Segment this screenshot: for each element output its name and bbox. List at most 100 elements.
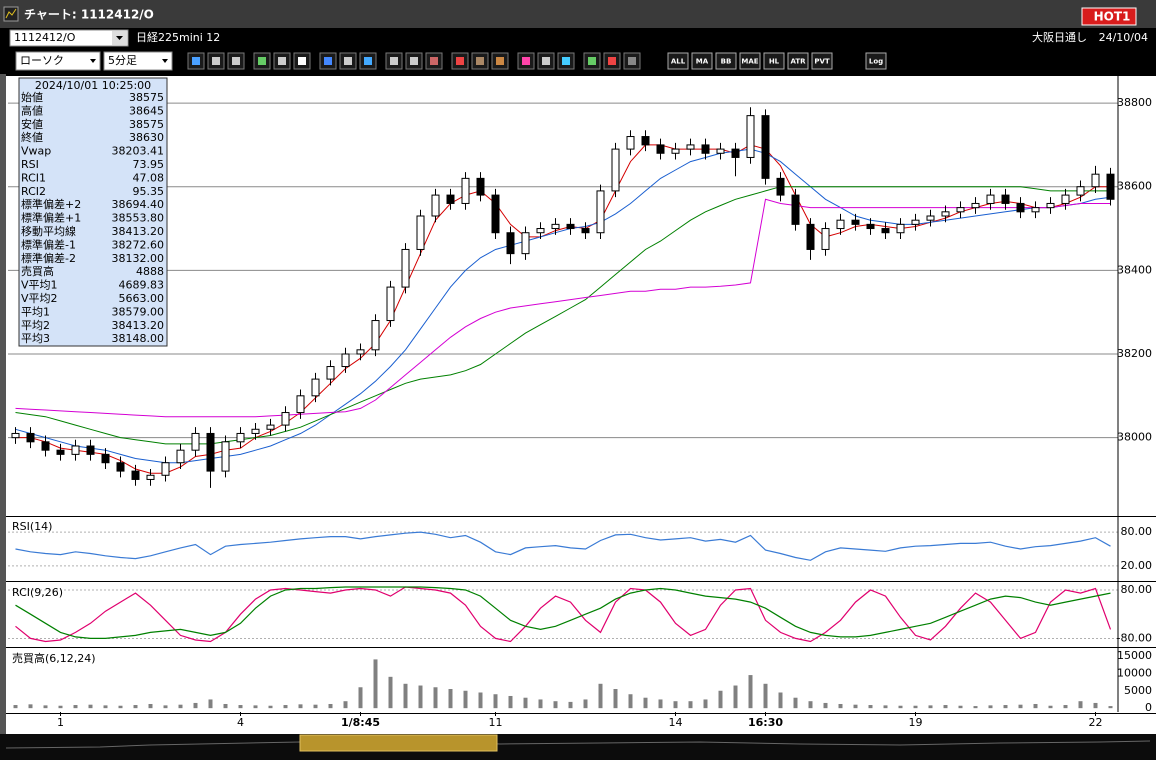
volume-bar — [838, 703, 843, 709]
candle-body — [896, 223, 905, 234]
volume-bar — [1078, 701, 1083, 709]
toolbar — [0, 48, 1156, 74]
candle-body — [431, 194, 440, 217]
volume-bar — [208, 699, 213, 709]
volume-bar — [298, 704, 303, 709]
scroll-thumb[interactable] — [299, 734, 498, 752]
candle-body — [716, 148, 725, 154]
chart-type-combo[interactable] — [15, 51, 101, 71]
toolbar-icon-glyph — [344, 57, 352, 65]
volume-bar — [223, 703, 228, 709]
toolbar-icon-glyph — [522, 57, 530, 65]
volume-bar — [43, 705, 48, 709]
candle-body — [326, 366, 335, 380]
candle-body — [26, 432, 35, 443]
volume-bar — [238, 705, 243, 709]
toolbar-button[interactable] — [763, 52, 785, 70]
volume-bar — [868, 705, 873, 709]
interval-combo[interactable] — [103, 51, 173, 71]
indicator-line — [15, 586, 1111, 639]
info-label: 高値 — [21, 103, 43, 117]
candle-body — [731, 148, 740, 158]
volume-bar — [268, 705, 273, 709]
volume-bar — [628, 694, 633, 709]
info-label: V平均1 — [21, 279, 58, 292]
symbol-bar — [0, 28, 1156, 48]
candle-body — [101, 453, 110, 464]
candle-body — [86, 445, 95, 455]
toolbar-icon-glyph — [542, 57, 550, 65]
volume-bar — [808, 701, 813, 709]
volume-bar — [643, 697, 648, 709]
info-value: 38630 — [129, 131, 164, 144]
toolbar-icon-glyph — [298, 57, 306, 65]
candle-body — [191, 432, 200, 451]
hot-label[interactable]: HOT1 — [1094, 10, 1131, 24]
volume-bar — [178, 704, 183, 709]
combo-arrow-icon — [162, 59, 168, 63]
candle-body — [251, 428, 260, 434]
toolbar-button-label[interactable]: BB — [721, 58, 732, 66]
toolbar-button[interactable] — [811, 52, 833, 70]
volume-bar — [193, 702, 198, 709]
info-label: RSI — [21, 158, 39, 171]
candle-body — [581, 228, 590, 234]
info-label: 標準偏差+2 — [21, 197, 81, 211]
y-tick-label: 5000 — [1124, 684, 1152, 697]
hot-button[interactable] — [1081, 7, 1137, 26]
toolbar-button-label[interactable]: HL — [769, 58, 780, 66]
toolbar-button[interactable] — [787, 52, 809, 70]
symbol-combo[interactable] — [9, 29, 129, 47]
panel-title: RCI(9,26) — [12, 586, 63, 599]
volume-bar — [118, 705, 123, 709]
scroll-area — [0, 734, 1156, 760]
info-label: 標準偏差-1 — [21, 237, 76, 251]
x-tick-label: 1/8:45 — [341, 716, 380, 729]
info-value: 5663.00 — [119, 292, 165, 305]
y-tick-label: 38800 — [1117, 96, 1152, 109]
toolbar-button-label[interactable]: ALL — [671, 58, 686, 66]
info-label: 安値 — [21, 117, 43, 131]
ma-line — [15, 198, 1111, 418]
candle-body — [1061, 194, 1070, 204]
toolbar-button-label[interactable]: PVT — [814, 58, 830, 66]
volume-bar — [958, 705, 963, 709]
candle-body — [371, 320, 380, 351]
volume-bar — [538, 699, 543, 709]
y-tick-label: 15000 — [1117, 649, 1152, 662]
symbol-text[interactable]: 1112412/O — [14, 31, 76, 44]
x-tick-label: 11 — [489, 716, 503, 729]
market: 大阪日通し — [1032, 30, 1087, 44]
toolbar-button[interactable] — [739, 52, 761, 70]
candle-body — [206, 432, 215, 472]
toolbar-button-label[interactable]: MAE — [741, 58, 758, 66]
toolbar-button-label[interactable]: MA — [696, 58, 709, 66]
volume-bar — [1003, 705, 1008, 709]
ma-line — [15, 148, 1111, 464]
toolbar-button-label[interactable]: ATR — [790, 58, 806, 66]
toolbar-button[interactable] — [865, 52, 887, 70]
title-bar — [0, 0, 1156, 28]
toolbar-button-label[interactable]: Log — [869, 58, 883, 66]
candle-body — [176, 449, 185, 464]
candle-body — [386, 286, 395, 322]
candle-body — [311, 378, 320, 397]
toolbar-button[interactable] — [667, 52, 689, 70]
candle-body — [701, 144, 710, 154]
y-tick-label: 38600 — [1117, 180, 1152, 193]
toolbar-button[interactable] — [691, 52, 713, 70]
candle-body — [1001, 194, 1010, 204]
candle-body — [1076, 186, 1085, 196]
volume-bar — [718, 690, 723, 709]
volume-bar — [73, 705, 78, 709]
candle-body — [281, 412, 290, 426]
toolbar-button[interactable] — [715, 52, 737, 70]
toolbar-icon-glyph — [628, 57, 636, 65]
candle-body — [626, 136, 635, 150]
x-tick-label: 14 — [669, 716, 683, 729]
interval[interactable]: 5分足 — [108, 54, 137, 67]
candle-body — [881, 228, 890, 234]
volume-bar — [943, 705, 948, 709]
info-value: 38413.20 — [112, 319, 165, 332]
chart-type[interactable]: ローソク — [20, 54, 64, 67]
